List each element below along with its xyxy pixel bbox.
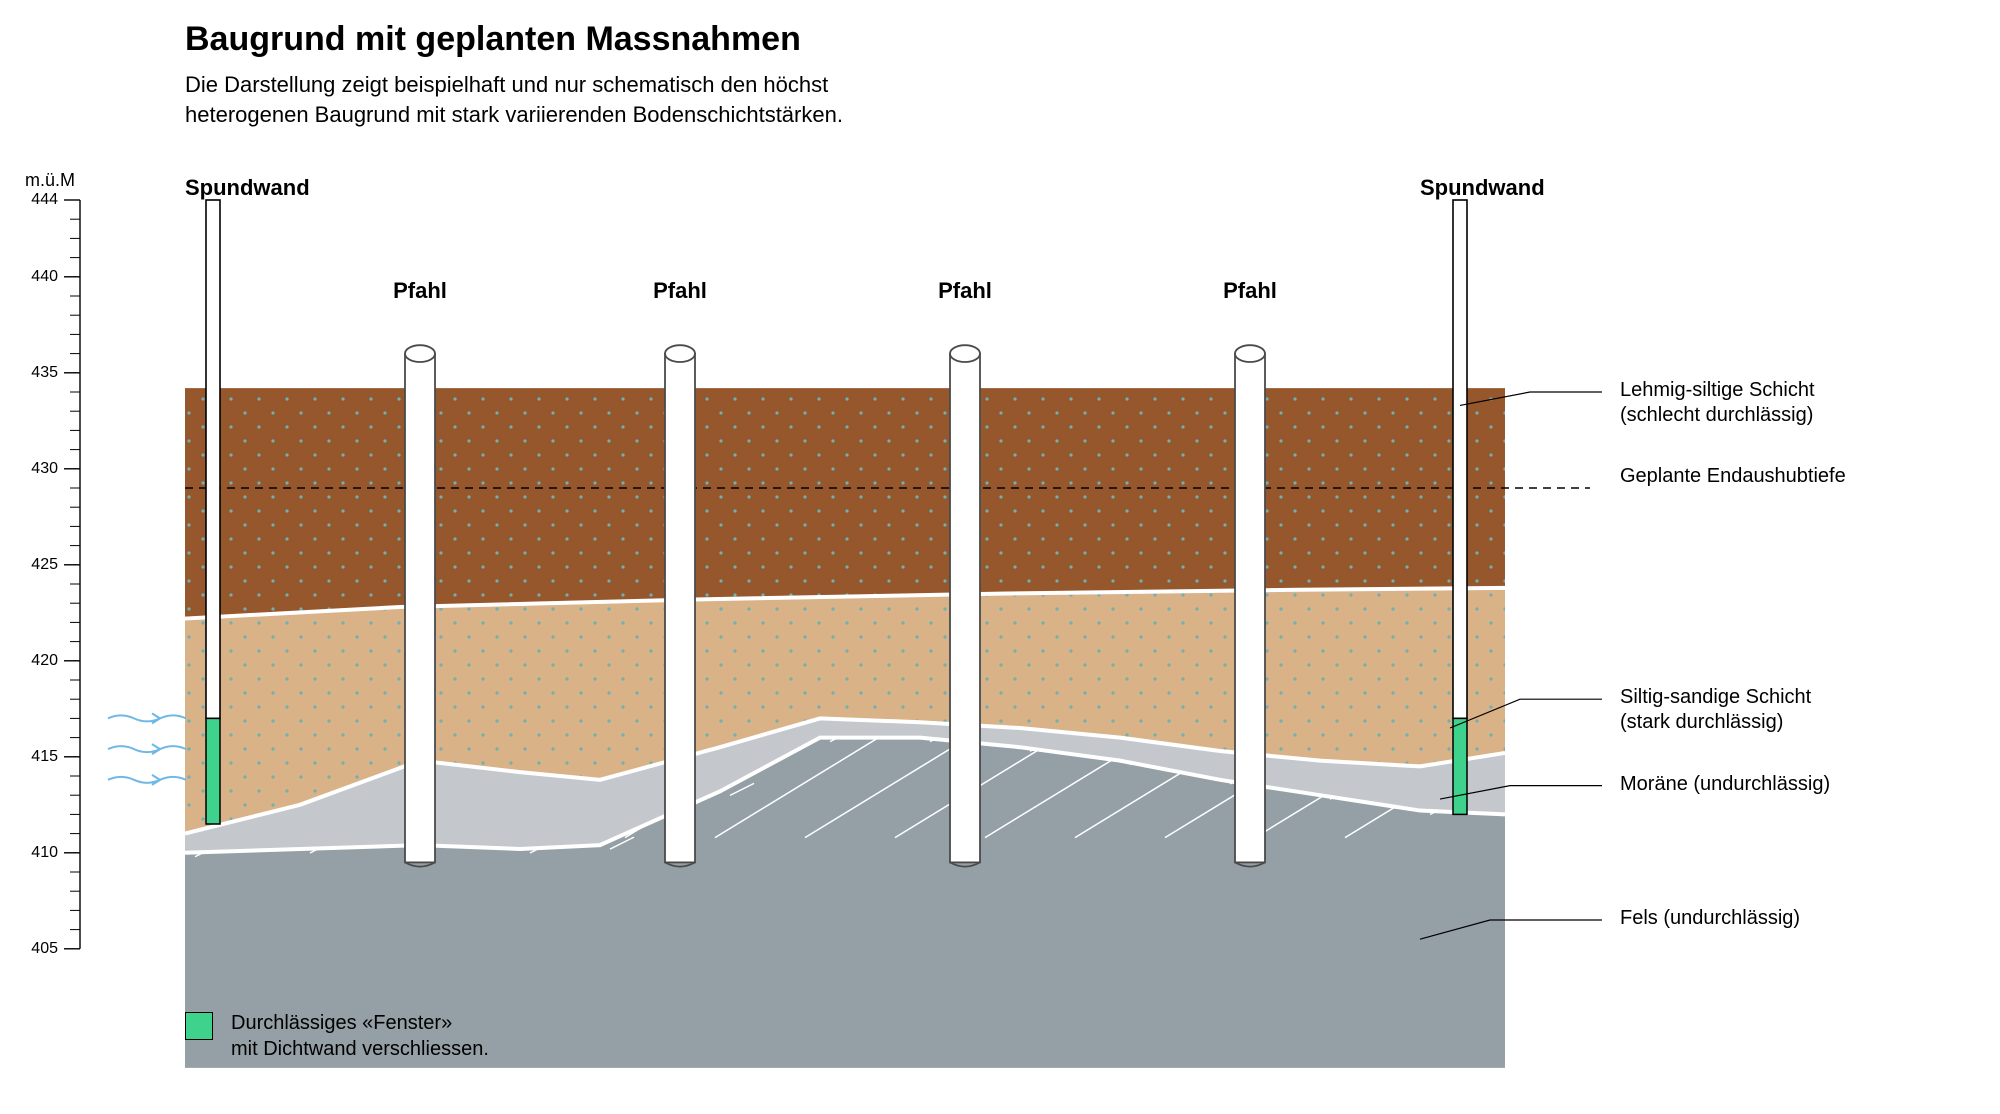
spundwand-left-label: Spundwand [185, 175, 310, 201]
diagram-page: Baugrund mit geplanten Massnahmen Die Da… [0, 0, 2000, 1114]
fenster-left [206, 718, 220, 824]
svg-text:425: 425 [31, 556, 58, 573]
legend-line2: mit Dichtwand verschliessen. [231, 1038, 489, 1060]
legend: Durchlässiges «Fenster» mit Dichtwand ve… [185, 1010, 489, 1062]
legend-swatch [185, 1012, 213, 1040]
water-arrow-1 [108, 715, 186, 721]
layer-silt-brown [185, 388, 1505, 618]
svg-text:440: 440 [31, 268, 58, 285]
subtitle-line1: Die Darstellung zeigt beispielhaft und n… [185, 72, 828, 97]
fenster-right [1453, 718, 1467, 814]
callout-morane: Moräne (undurchlässig) [1620, 772, 1980, 797]
water-arrow-2 [108, 746, 186, 752]
subtitle-line2: heterogenen Baugrund mit stark variieren… [185, 102, 843, 127]
pfahl-label: Pfahl [360, 278, 480, 304]
pfahl-label: Pfahl [1190, 278, 1310, 304]
spundwand-left [206, 200, 220, 824]
svg-text:430: 430 [31, 460, 58, 477]
svg-text:410: 410 [31, 844, 58, 861]
cross-section-svg: 405 410 415 420 425 430 435 440 444 Pfahl Pfahl Pfa… [0, 0, 2000, 1114]
water-arrow-3 [108, 777, 186, 783]
pfahl-label: Pfahl [620, 278, 740, 304]
callout-lehm: Lehmig-siltige Schicht(schlecht durchläs… [1620, 378, 1980, 428]
callout-fels: Fels (undurchlässig) [1620, 906, 1980, 931]
svg-text:420: 420 [31, 652, 58, 669]
svg-text:435: 435 [31, 364, 58, 381]
callout-endaus: Geplante Endaushubtiefe [1620, 464, 1980, 489]
diagram-title: Baugrund mit geplanten Massnahmen [185, 20, 801, 59]
callout-silt: Siltig-sandige Schicht(stark durchlässig… [1620, 685, 1980, 735]
legend-text: Durchlässiges «Fenster» mit Dichtwand ve… [231, 1010, 489, 1062]
svg-text:444: 444 [31, 191, 58, 208]
svg-text:405: 405 [31, 940, 58, 957]
spundwand-right-label: Spundwand [1420, 175, 1545, 201]
svg-text:415: 415 [31, 748, 58, 765]
legend-line1: Durchlässiges «Fenster» [231, 1012, 452, 1034]
diagram-subtitle: Die Darstellung zeigt beispielhaft und n… [185, 70, 843, 129]
y-axis-unit-label: m.ü.M [25, 170, 75, 191]
pfahl-label: Pfahl [905, 278, 1025, 304]
